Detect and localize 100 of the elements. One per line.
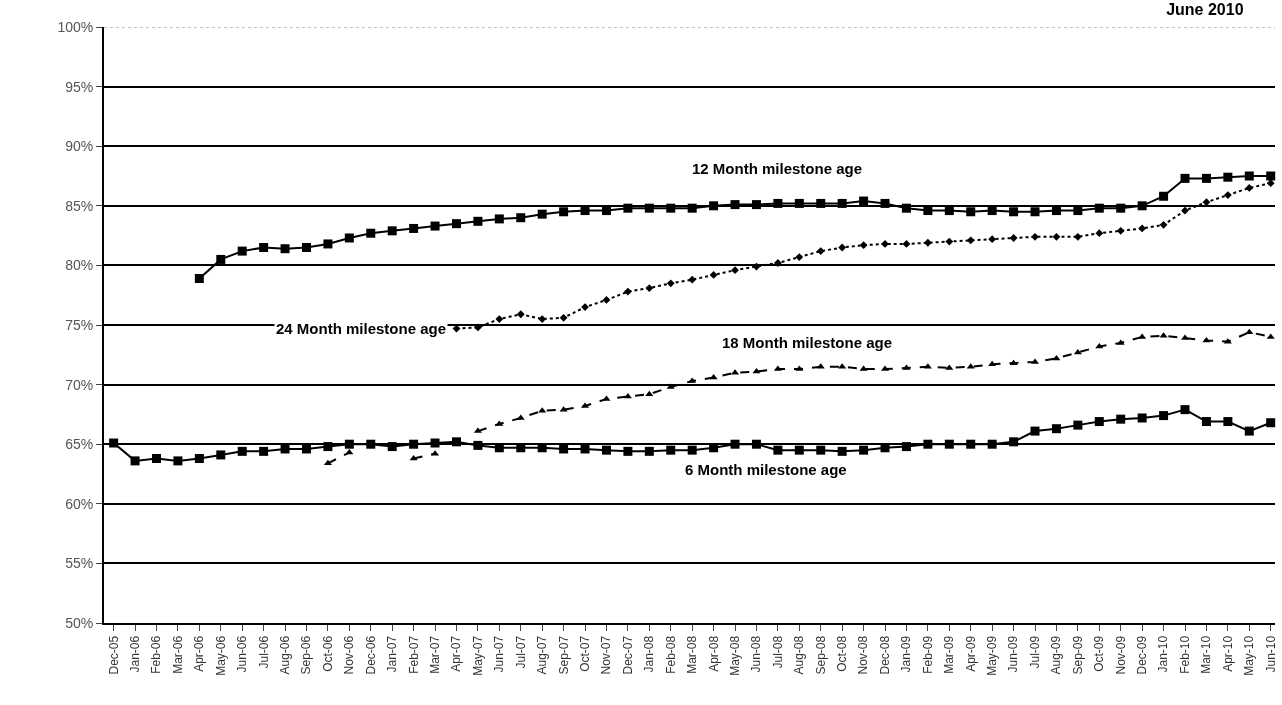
point [773, 445, 783, 455]
point [1094, 203, 1104, 213]
point [752, 262, 761, 271]
x-tick-label: Sep-09 [1070, 635, 1085, 675]
x-tick-label: Oct-08 [835, 635, 850, 672]
point [366, 439, 376, 449]
x-tick-label: Jul-09 [1027, 635, 1042, 669]
point [1266, 418, 1276, 428]
point [901, 442, 911, 452]
point [730, 200, 740, 210]
x-tick-label: Mar-07 [427, 635, 442, 674]
point [580, 206, 590, 216]
point [987, 206, 997, 216]
point [1245, 184, 1254, 192]
point [516, 310, 525, 319]
point [538, 315, 547, 323]
point [902, 240, 911, 248]
point [559, 313, 568, 322]
point [987, 439, 997, 449]
point [280, 244, 290, 254]
point [666, 203, 676, 213]
point [409, 439, 419, 449]
point [344, 439, 354, 449]
point [259, 243, 269, 253]
x-tick-label: Dec-07 [620, 635, 635, 675]
point [901, 203, 911, 213]
x-tick-label: Jun-09 [1006, 635, 1021, 673]
point [1031, 232, 1039, 241]
point [795, 253, 804, 261]
point [194, 454, 204, 463]
point [1138, 224, 1147, 233]
x-tick-label: Mar-08 [685, 635, 700, 674]
y-tick-label: 70% [65, 376, 94, 393]
point [451, 219, 461, 229]
point [988, 360, 997, 367]
point [430, 438, 440, 448]
point [1159, 191, 1169, 201]
x-tick-label: Jun-06 [235, 635, 250, 673]
point [216, 450, 226, 460]
point [623, 446, 633, 456]
x-tick-label: May-07 [470, 635, 485, 676]
series-label: 6 Month milestone age [685, 461, 847, 478]
x-tick-label: Oct-09 [1092, 635, 1107, 672]
point [387, 226, 397, 236]
point [301, 243, 311, 253]
x-tick-label: Jun-07 [492, 635, 507, 673]
x-tick-label: Feb-07 [406, 635, 421, 674]
point [409, 223, 419, 233]
point [1030, 426, 1040, 436]
point [1073, 420, 1083, 430]
point [1009, 234, 1018, 242]
point [495, 315, 504, 323]
x-tick-label: Mar-09 [942, 635, 957, 674]
point [1244, 426, 1254, 436]
point [687, 203, 697, 213]
point [194, 274, 204, 284]
point [1030, 207, 1040, 217]
point [451, 437, 461, 447]
point [280, 444, 290, 454]
y-tick-label: 65% [65, 436, 94, 453]
x-tick-label: Jan-09 [899, 635, 914, 673]
point [794, 445, 804, 455]
point [430, 221, 440, 231]
x-tick-label: Nov-09 [1113, 635, 1128, 675]
point [1116, 226, 1125, 235]
point [1181, 206, 1189, 215]
x-tick-label: May-06 [213, 635, 228, 676]
point [559, 444, 569, 454]
point [838, 243, 847, 252]
x-tick-label: Jun-10 [1263, 635, 1278, 673]
point [687, 445, 697, 455]
point [473, 440, 483, 450]
point [859, 445, 869, 455]
point [1223, 417, 1233, 427]
point [966, 207, 976, 217]
series-label: 18 Month milestone age [722, 334, 893, 351]
point [559, 207, 569, 217]
x-tick-label: Apr-10 [1220, 635, 1235, 672]
point [130, 456, 140, 466]
x-tick-label: Dec-08 [877, 635, 892, 675]
point [945, 237, 954, 246]
point [1052, 354, 1061, 361]
y-tick-label: 95% [65, 78, 94, 95]
point [1094, 417, 1104, 427]
x-tick-label: Nov-06 [342, 635, 357, 675]
point [537, 209, 547, 219]
point [602, 296, 611, 304]
point [387, 442, 397, 452]
point [816, 247, 825, 255]
point [1266, 179, 1275, 188]
x-tick-label: Dec-06 [363, 635, 378, 675]
point [923, 206, 933, 216]
point [1159, 220, 1168, 229]
point [1009, 437, 1019, 447]
point [1180, 405, 1190, 415]
point [794, 198, 804, 208]
x-tick-label: Sep-06 [299, 635, 314, 675]
x-tick-label: Dec-09 [1135, 635, 1150, 675]
point [773, 259, 782, 267]
point [1201, 173, 1211, 183]
